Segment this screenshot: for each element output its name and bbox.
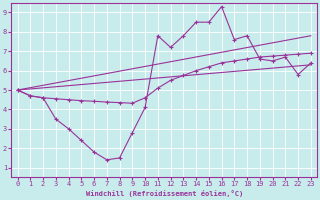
X-axis label: Windchill (Refroidissement éolien,°C): Windchill (Refroidissement éolien,°C)	[85, 190, 243, 197]
